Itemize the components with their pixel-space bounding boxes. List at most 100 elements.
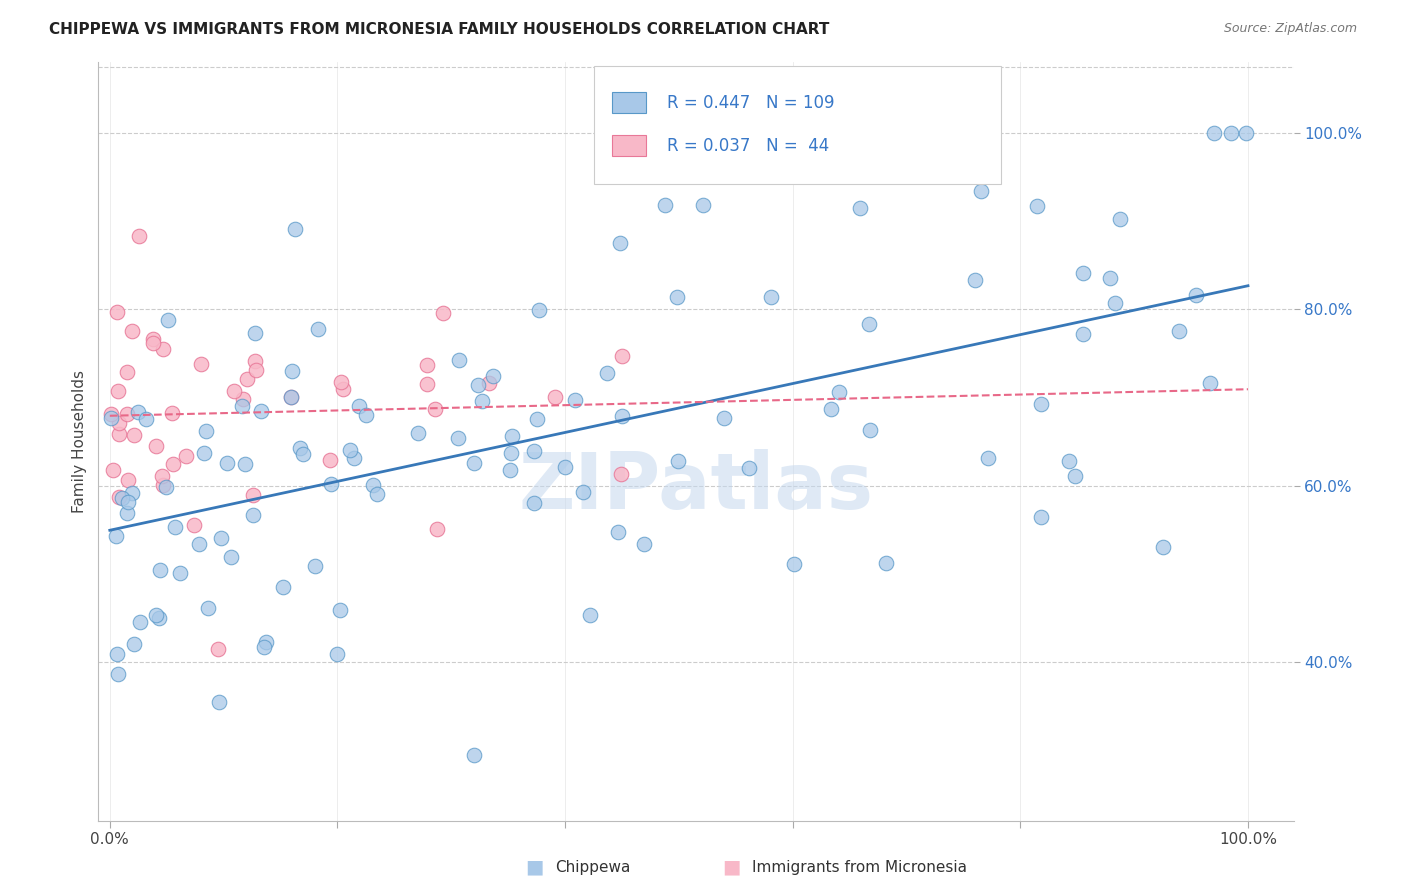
- Point: [281, 364, 304, 378]
- Point: [526, 412, 548, 426]
- Point: [292, 447, 315, 461]
- Point: [1057, 454, 1080, 468]
- Point: [544, 390, 567, 404]
- Point: [188, 536, 211, 550]
- Point: [423, 402, 446, 417]
- Point: [607, 524, 630, 539]
- Point: [447, 431, 470, 445]
- Point: [163, 520, 186, 534]
- Text: R = 0.447   N = 109: R = 0.447 N = 109: [668, 94, 835, 112]
- Point: [1031, 397, 1053, 411]
- Point: [242, 508, 264, 523]
- Point: [963, 273, 986, 287]
- Point: [103, 463, 125, 477]
- Point: [209, 531, 232, 545]
- Point: [713, 411, 735, 425]
- Point: [124, 428, 146, 442]
- Point: [245, 326, 267, 341]
- Point: [363, 478, 385, 492]
- Point: [692, 198, 714, 212]
- Point: [1071, 326, 1094, 341]
- Point: [1025, 199, 1047, 213]
- Point: [105, 647, 128, 661]
- Text: R = 0.037   N =  44: R = 0.037 N = 44: [668, 136, 830, 155]
- Point: [107, 384, 129, 398]
- Point: [1234, 126, 1257, 140]
- Point: [162, 406, 184, 420]
- Point: [432, 306, 454, 320]
- Point: [1168, 325, 1191, 339]
- Point: [523, 443, 546, 458]
- Point: [501, 445, 523, 459]
- Point: [481, 368, 503, 383]
- Text: ■: ■: [524, 857, 544, 877]
- Point: [145, 439, 167, 453]
- Point: [523, 496, 546, 510]
- Point: [356, 408, 378, 422]
- Point: [1202, 126, 1225, 140]
- Point: [463, 456, 485, 470]
- Point: [471, 393, 494, 408]
- Point: [501, 429, 523, 443]
- Point: [1099, 271, 1122, 285]
- Point: [253, 640, 276, 654]
- Point: [858, 318, 880, 332]
- Point: [1108, 211, 1130, 226]
- Point: [463, 747, 485, 762]
- Point: [232, 392, 254, 407]
- Point: [304, 559, 326, 574]
- FancyBboxPatch shape: [613, 136, 645, 156]
- Point: [222, 384, 245, 399]
- Point: [610, 349, 633, 363]
- Point: [609, 467, 631, 481]
- Point: [208, 695, 231, 709]
- Point: [111, 491, 134, 505]
- Point: [127, 405, 149, 419]
- Point: [329, 603, 352, 617]
- FancyBboxPatch shape: [613, 92, 645, 113]
- Point: [499, 463, 522, 477]
- Text: Source: ZipAtlas.com: Source: ZipAtlas.com: [1223, 22, 1357, 36]
- Point: [115, 506, 138, 520]
- Point: [190, 357, 212, 371]
- Point: [319, 477, 342, 491]
- Point: [564, 392, 586, 407]
- Point: [977, 450, 1000, 465]
- Point: [366, 487, 388, 501]
- Point: [280, 390, 302, 404]
- Text: Chippewa: Chippewa: [555, 860, 631, 874]
- Point: [115, 407, 138, 421]
- Point: [250, 404, 273, 418]
- Point: [104, 529, 127, 543]
- Point: [128, 228, 150, 243]
- Point: [654, 198, 676, 212]
- Point: [970, 184, 993, 198]
- Point: [572, 484, 595, 499]
- Y-axis label: Family Households: Family Households: [72, 370, 87, 513]
- Point: [1031, 509, 1053, 524]
- Point: [231, 400, 253, 414]
- Point: [1185, 287, 1208, 301]
- Point: [1071, 266, 1094, 280]
- Point: [115, 365, 138, 379]
- Point: [141, 332, 163, 346]
- Point: [193, 446, 215, 460]
- Point: [1199, 376, 1222, 390]
- Point: [859, 423, 882, 437]
- Point: [108, 427, 131, 442]
- Point: [150, 469, 173, 483]
- Point: [579, 607, 602, 622]
- Point: [449, 353, 471, 368]
- Point: [554, 459, 576, 474]
- Point: [426, 522, 449, 536]
- Point: [235, 457, 257, 471]
- Point: [207, 641, 229, 656]
- Point: [827, 385, 849, 400]
- Point: [174, 450, 197, 464]
- Point: [284, 222, 307, 236]
- Point: [1063, 468, 1085, 483]
- Point: [100, 410, 122, 425]
- Point: [280, 390, 302, 404]
- Point: [197, 601, 219, 615]
- Point: [759, 290, 782, 304]
